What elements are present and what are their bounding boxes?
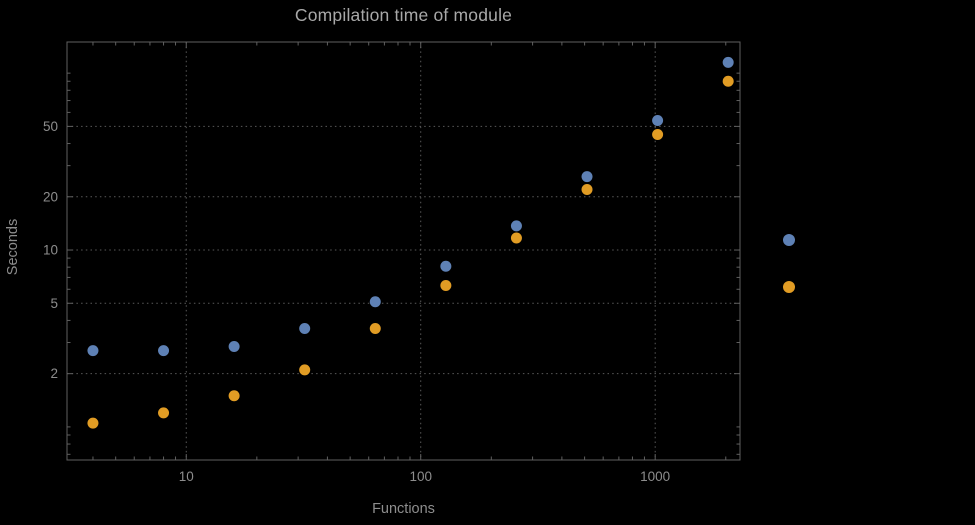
data-point-series-1	[440, 260, 452, 272]
data-point-series-1	[652, 114, 664, 126]
data-point-series-1	[369, 296, 381, 308]
x-tick-label: 1000	[640, 469, 670, 484]
y-tick-label: 5	[50, 296, 58, 311]
data-point-series-1	[299, 323, 311, 335]
chart-title: Compilation time of module	[294, 5, 513, 25]
data-point-series-2	[440, 280, 452, 292]
x-tick-label: 100	[409, 469, 432, 484]
legend-marker-series-2	[783, 281, 795, 293]
x-tick-label: 10	[179, 469, 194, 484]
data-point-series-2	[581, 183, 593, 195]
y-tick-label: 20	[43, 189, 58, 204]
plot-frame	[66, 41, 741, 461]
y-axis-label: Seconds	[5, 218, 21, 276]
data-point-series-2	[652, 128, 664, 140]
y-tick-label: 10	[43, 243, 58, 258]
y-tick-label: 50	[43, 119, 58, 134]
data-point-series-2	[228, 390, 240, 402]
data-point-series-2	[158, 407, 170, 419]
data-point-series-2	[722, 75, 734, 87]
data-point-series-1	[581, 171, 593, 183]
data-point-series-2	[87, 417, 99, 429]
data-point-series-1	[87, 345, 99, 357]
data-point-series-1	[158, 345, 170, 357]
data-point-series-1	[228, 340, 240, 352]
data-point-series-2	[299, 364, 311, 376]
x-axis-label: Functions	[372, 501, 435, 517]
data-point-series-1	[722, 56, 734, 68]
data-point-series-1	[510, 220, 522, 232]
legend-marker-series-1	[783, 234, 795, 246]
data-point-series-2	[510, 232, 522, 244]
y-tick-label: 2	[50, 366, 58, 381]
data-point-series-2	[369, 323, 381, 335]
